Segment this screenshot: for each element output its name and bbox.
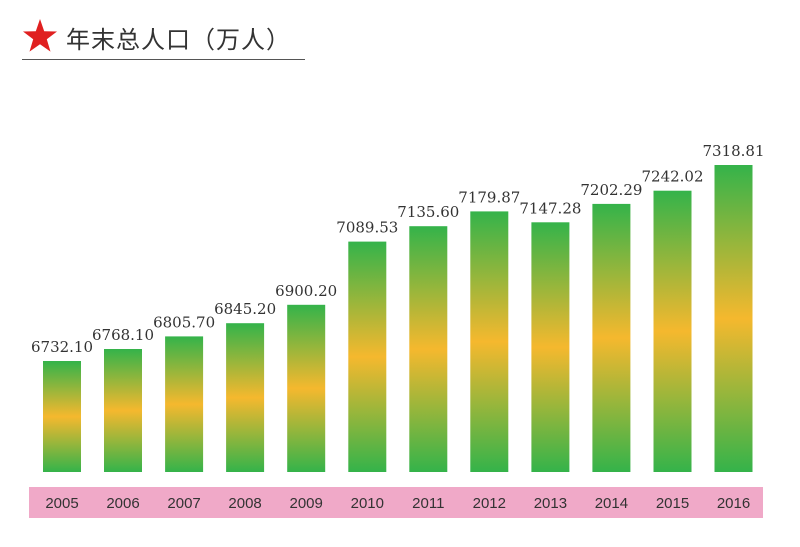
bar-2016 (714, 165, 753, 472)
title-underline (22, 59, 305, 60)
bar-2014 (592, 203, 631, 472)
category-label-2010: 2010 (351, 495, 384, 512)
chart-header: 年末总人口（万人） (0, 0, 800, 70)
category-label-2015: 2015 (656, 495, 689, 512)
bar-2013 (531, 222, 570, 472)
bar-2009 (287, 304, 326, 472)
bar-2006 (104, 349, 142, 472)
category-label-2005: 2005 (45, 495, 78, 512)
category-label-2016: 2016 (717, 495, 750, 512)
bar-2010 (348, 241, 387, 472)
category-label-2012: 2012 (473, 495, 506, 512)
bar-2011 (409, 226, 448, 472)
value-label-2015: 7242.02 (641, 168, 703, 186)
bar-2007 (165, 336, 204, 472)
bar-2012 (470, 211, 509, 472)
value-label-2011: 7135.60 (397, 203, 459, 221)
value-label-2007: 6805.70 (153, 313, 215, 331)
value-label-2005: 6732.10 (31, 338, 93, 356)
chart-title: 年末总人口（万人） (66, 26, 291, 54)
category-label-2013: 2013 (534, 495, 567, 512)
value-label-2016: 7318.81 (702, 142, 764, 160)
category-labels-group: 2005 2006 2007 2008 2009 2010 2011 2012 2013 2014… (45, 495, 750, 512)
category-label-2009: 2009 (290, 495, 323, 512)
bars-group (43, 165, 753, 472)
value-label-2013: 7147.28 (519, 199, 581, 217)
category-label-2011: 2011 (412, 495, 444, 512)
category-band (29, 487, 763, 518)
value-label-2006: 6768.10 (92, 326, 154, 344)
bar-2005 (43, 361, 81, 472)
value-label-2012: 7179.87 (458, 188, 520, 206)
bar-2015 (653, 190, 692, 472)
bar-2008 (226, 323, 265, 472)
category-label-2007: 2007 (167, 495, 200, 512)
star-icon (23, 19, 57, 52)
value-label-2009: 6900.20 (275, 282, 337, 300)
category-label-2006: 2006 (106, 495, 139, 512)
category-label-2014: 2014 (595, 495, 628, 512)
value-label-2010: 7089.53 (336, 219, 398, 237)
category-label-2008: 2008 (228, 495, 261, 512)
value-label-2014: 7202.29 (580, 181, 642, 199)
value-label-2008: 6845.20 (214, 300, 276, 318)
